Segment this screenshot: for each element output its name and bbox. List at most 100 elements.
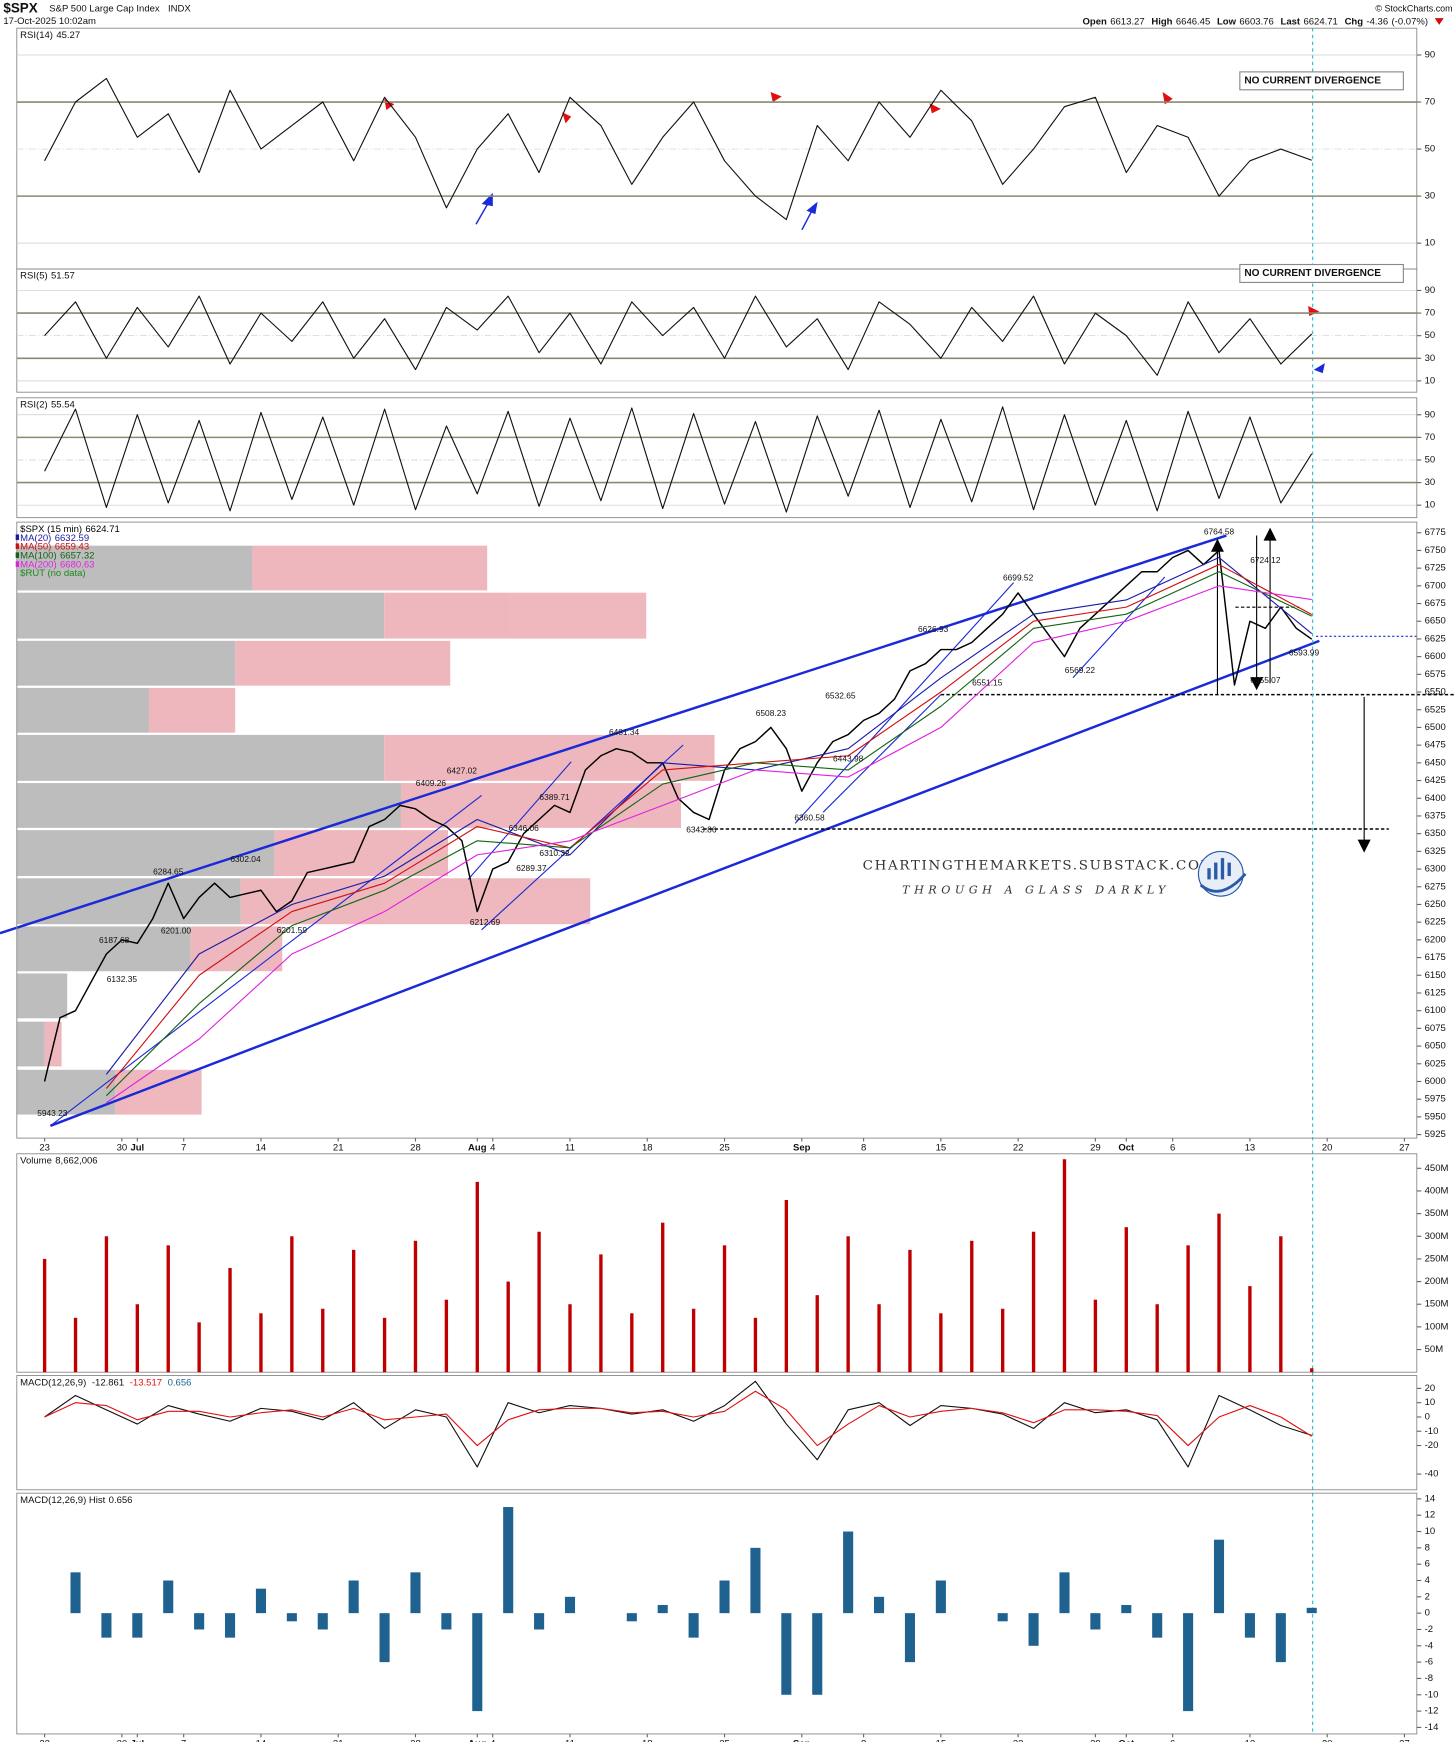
bar (846, 1236, 850, 1373)
x-tick-label: 8 (861, 1739, 866, 1742)
quote-value: 6624.71 (1303, 16, 1337, 27)
y-tick-label: 6300 (1425, 864, 1446, 875)
bar (1275, 1613, 1286, 1663)
x-tick-label: 8 (861, 1143, 866, 1154)
price-annotation: 6201.00 (161, 926, 192, 936)
x-tick-label: 11 (565, 1739, 575, 1742)
y-tick-label: 70 (1425, 97, 1436, 108)
legend-note: $RUT (no data) (20, 568, 85, 579)
quote-label: Open (1083, 16, 1108, 27)
legend-name: $SPX (15 min) (20, 523, 82, 534)
bar (970, 1240, 974, 1373)
bar (163, 1580, 174, 1614)
y-tick-label: 6325 (1425, 846, 1446, 857)
legend-value: 6659.43 (55, 541, 89, 552)
bar (877, 1304, 881, 1373)
series-line (44, 406, 1313, 513)
y-tick-label: 6550 (1425, 687, 1446, 698)
y-tick-label: 50 (1425, 330, 1436, 341)
bar (379, 1613, 390, 1663)
y-tick-label: 90 (1425, 409, 1436, 420)
legend-title: MACD(12,26,9) (20, 1377, 86, 1388)
bar (1059, 1572, 1070, 1614)
legend-value: 6680.63 (60, 559, 94, 570)
x-tick-label: 27 (1399, 1739, 1410, 1742)
y-tick-label: 400M (1425, 1185, 1449, 1196)
series-line (44, 1380, 1312, 1468)
note-box (1239, 71, 1404, 91)
bar (691, 1308, 696, 1373)
y-tick-label: 6250 (1425, 899, 1446, 910)
bar (626, 1613, 637, 1622)
y-tick-label: 6400 (1425, 793, 1446, 804)
bar (132, 1613, 143, 1638)
panel-frame (16, 397, 1418, 519)
volume-profile (16, 545, 715, 1115)
bar (259, 1313, 263, 1373)
price-annotation: 6555.07 (1250, 675, 1281, 685)
x-tick-label: 30 (117, 1739, 128, 1742)
series-line (106, 571, 1312, 1097)
x-tick-label: 29 (1090, 1143, 1101, 1154)
bar (722, 1245, 727, 1373)
price-annotation: 6532.65 (825, 691, 856, 701)
price-annotation: 6302.04 (230, 854, 261, 864)
y-tick-label: -40 (1425, 1469, 1439, 1480)
bar (194, 1613, 205, 1630)
y-tick-label: 6 (1425, 1559, 1430, 1570)
legend-entry: RSI(5) 51.57 (20, 270, 75, 281)
y-tick-label: 6625 (1425, 633, 1446, 644)
y-tick-label: 2 (1425, 1591, 1430, 1602)
bar (939, 1313, 943, 1373)
panel-frame (16, 1375, 1418, 1491)
legend-swatch (15, 534, 20, 541)
price-annotation: 6284.65 (153, 866, 184, 876)
series-line (43, 549, 1313, 1082)
brand: © StockCharts.com (1375, 4, 1452, 14)
series-line (105, 564, 1313, 1089)
bar (1217, 1213, 1221, 1373)
y-tick-label: 6650 (1425, 616, 1446, 627)
legend-swatch (15, 543, 20, 549)
bar (935, 1580, 946, 1614)
x-tick-label: Aug (468, 1739, 487, 1742)
y-tick-label: 6500 (1425, 722, 1446, 733)
x-tick-label: 25 (719, 1143, 730, 1154)
bar (753, 1317, 758, 1373)
x-tick-label: 13 (1245, 1143, 1256, 1154)
bar (348, 1580, 359, 1614)
x-tick-label: 23 (39, 1739, 50, 1742)
y-tick-label: 450M (1425, 1163, 1449, 1174)
y-tick-label: 300M (1425, 1231, 1449, 1242)
price-annotation: 6187.68 (99, 935, 130, 945)
legend-name: RSI(14) (20, 29, 53, 40)
bar (568, 1304, 572, 1373)
x-tick-label: 23 (39, 1143, 50, 1154)
bar (1028, 1613, 1039, 1646)
divergence-arrows (384, 92, 1325, 374)
quote-change-pct: (-0.07%) (1391, 16, 1428, 27)
x-tick-label: 14 (256, 1739, 267, 1742)
bar (564, 1596, 576, 1614)
series-line (106, 585, 1312, 1104)
bar (661, 1222, 665, 1373)
x-tick-label: Sep (793, 1143, 811, 1154)
bar (351, 1249, 356, 1373)
bar (843, 1531, 854, 1614)
x-tick-label: 22 (1013, 1739, 1024, 1742)
price-annotation: 6427.02 (447, 766, 478, 776)
price-annotation: 6569.22 (1065, 665, 1096, 675)
bar (42, 1258, 47, 1373)
legend-value: -12.861 (92, 1377, 124, 1388)
x-tick-label: 15 (936, 1739, 947, 1742)
bar (1093, 1299, 1098, 1373)
panel-frame (16, 268, 1418, 393)
x-tick-label: 6 (1170, 1143, 1175, 1154)
legend-value: 45.27 (56, 29, 80, 40)
bar (1213, 1539, 1225, 1614)
quote-value: 6646.45 (1176, 16, 1210, 27)
series-line (44, 295, 1313, 376)
bar (750, 1547, 761, 1614)
legend-entry: MA(100) 6657.32 (20, 550, 94, 561)
